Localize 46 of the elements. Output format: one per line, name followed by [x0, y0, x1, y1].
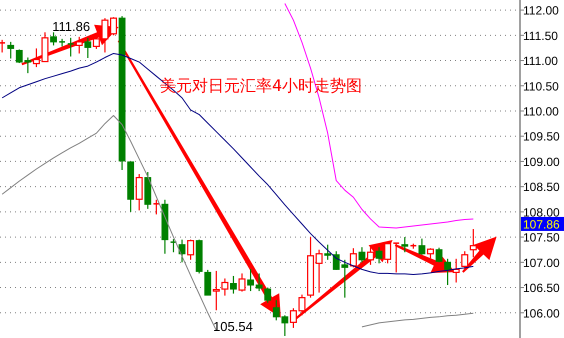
candlestick [7, 41, 14, 60]
annotation: 111.86 [52, 19, 90, 34]
y-tick-label: 110.50 [523, 79, 560, 94]
y-tick-label: 108.00 [523, 205, 560, 220]
y-tick-label: 106.00 [523, 306, 560, 320]
candlestick [341, 259, 348, 298]
candlestick [264, 286, 272, 304]
y-tick-label: 111.50 [523, 28, 558, 43]
y-tick-label: 109.00 [523, 154, 560, 169]
candlestick [426, 248, 434, 259]
y-tick-label: 107.00 [523, 256, 560, 270]
candlestick [187, 239, 194, 260]
y-tick-label: 112.00 [523, 4, 560, 18]
candlestick [204, 269, 212, 296]
candlestick [272, 300, 280, 321]
y-tick-label: 108.50 [523, 180, 560, 194]
candlestick [24, 56, 32, 74]
candlestick [444, 258, 452, 286]
candlestick [436, 247, 442, 263]
candlestick [376, 246, 382, 264]
candlestick [281, 314, 288, 337]
candlestick [401, 236, 408, 253]
y-tick-label: 111.00 [523, 54, 558, 68]
candlestick [67, 37, 74, 58]
candlestick [230, 275, 237, 294]
candlestick [84, 37, 92, 59]
candlestick [367, 246, 374, 266]
candlestick [358, 246, 366, 263]
annotation: 105.54 [213, 318, 253, 334]
y-tick-label: 106.50 [523, 281, 560, 296]
candlestick [324, 244, 332, 260]
candlestick [16, 48, 23, 64]
text: 107.86 [523, 217, 560, 232]
candlestick [152, 199, 160, 216]
candlestick [350, 248, 357, 268]
line-series [284, 3, 474, 229]
candlestick [418, 238, 426, 256]
candlestick [76, 36, 83, 54]
candlestick [178, 239, 186, 263]
y-tick-label: 110.00 [523, 104, 560, 118]
candlestick [136, 173, 143, 211]
y-tick-label: 107.50 [523, 230, 560, 245]
candlestick [238, 272, 246, 292]
y-tick-label: 109.50 [523, 130, 560, 144]
candlestick [50, 32, 57, 46]
candlestick [0, 39, 6, 54]
